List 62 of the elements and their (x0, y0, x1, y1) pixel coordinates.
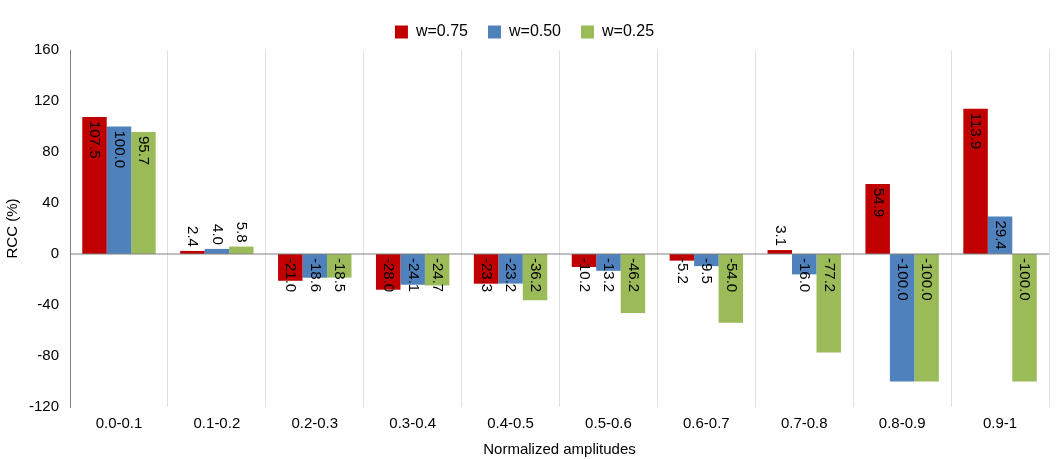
bar (82, 116, 107, 254)
y-axis-title: RCC (%) (3, 198, 21, 259)
y-tick-label: -120 (28, 397, 60, 415)
x-axis-title: Normalized amplitudes (483, 440, 636, 458)
data-label: -5.2 (674, 258, 692, 284)
y-tick-label: 160 (33, 40, 60, 58)
data-label: -100.0 (1017, 258, 1035, 301)
data-label: -100.0 (895, 258, 913, 301)
bar (816, 254, 841, 353)
y-tick-label: 120 (33, 91, 60, 109)
data-label: -77.2 (821, 258, 839, 293)
x-tick-label: 0.5-0.6 (585, 414, 632, 432)
data-label: 5.8 (234, 221, 252, 243)
legend-label: w=0.25 (601, 22, 655, 40)
data-label: -24.7 (430, 258, 447, 293)
data-label: 107.5 (87, 120, 105, 159)
y-tick-label: 40 (42, 193, 60, 211)
bar (1012, 254, 1037, 382)
data-label: -28.0 (381, 258, 399, 293)
y-tick-label: 80 (42, 142, 60, 160)
data-label: -9.5 (699, 258, 717, 284)
data-label: 29.4 (992, 220, 1010, 250)
x-tick-label: 0.6-0.7 (683, 414, 730, 432)
data-label: -24.1 (405, 258, 423, 293)
bar (914, 254, 939, 382)
data-label: 113.9 (968, 112, 986, 150)
bar (963, 108, 988, 254)
bar (865, 184, 890, 254)
x-tick-label: 0.7-0.8 (780, 414, 828, 432)
data-label: 4.0 (209, 224, 227, 245)
x-tick-label: 0.3-0.4 (389, 414, 437, 432)
x-tick-label: 0.2-0.3 (291, 414, 339, 432)
data-label: -18.5 (332, 258, 350, 293)
data-label: 95.7 (136, 135, 154, 166)
x-tick-label: 0.9-1 (982, 414, 1018, 432)
data-label: -36.2 (527, 258, 545, 293)
y-tick-label: -40 (37, 295, 60, 313)
data-label: -13.2 (601, 258, 619, 293)
data-label: 100.0 (111, 130, 129, 169)
bar (106, 126, 132, 254)
y-tick-label: -80 (37, 346, 60, 364)
bar (889, 254, 915, 382)
data-label: -16.0 (797, 258, 815, 293)
y-tick-label: 0 (50, 244, 60, 262)
data-label: -46.2 (625, 258, 643, 293)
data-label: 54.9 (870, 188, 888, 218)
x-tick-label: 0.0-0.1 (95, 414, 143, 432)
data-label: -54.0 (723, 258, 741, 293)
x-tick-label: 0.4-0.5 (487, 414, 534, 432)
data-label: -23.3 (478, 258, 496, 293)
data-label: -18.6 (307, 258, 325, 293)
x-tick-label: 0.1-0.2 (193, 414, 241, 432)
data-label: -23.2 (503, 258, 521, 293)
legend-label: w=0.75 (414, 22, 469, 40)
x-tick-label: 0.8-0.9 (878, 414, 926, 432)
data-label: -10.2 (576, 258, 594, 293)
data-label: -21.0 (283, 258, 301, 293)
bar (131, 131, 156, 254)
data-label: 3.1 (772, 225, 790, 247)
legend-label: w=0.50 (507, 22, 562, 40)
data-label: -100.0 (919, 258, 937, 301)
data-label: 2.4 (185, 226, 203, 247)
